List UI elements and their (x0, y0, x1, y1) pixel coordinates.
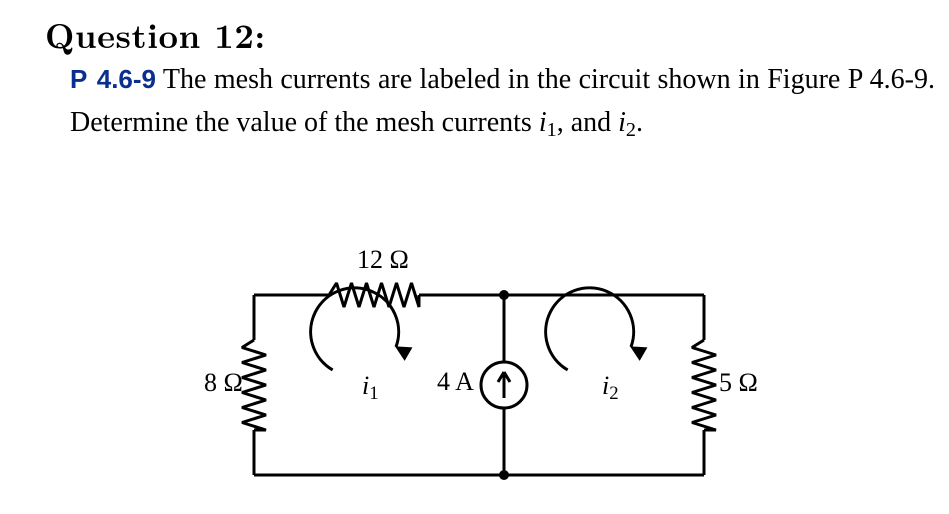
label-i2-sub: 2 (609, 383, 618, 404)
question-heading: Question 12: (45, 10, 266, 59)
label-i1-sub: 1 (369, 383, 378, 404)
variable-i1: i (539, 107, 547, 138)
circuit-svg (194, 240, 759, 500)
label-i1: i1 (362, 371, 379, 401)
label-i2: i2 (602, 371, 619, 401)
variable-i2-sub: 2 (626, 119, 636, 141)
period: . (636, 107, 643, 138)
separator: , and (557, 107, 618, 138)
label-r-top: 12 Ω (357, 245, 409, 275)
problem-text: P 4.6-9 The mesh currents are labeled in… (70, 58, 935, 145)
label-source: 4 A (437, 367, 474, 397)
problem-label: P (70, 64, 89, 94)
problem-number: 4.6-9 (97, 64, 156, 94)
circuit-figure: 12 Ω 8 Ω 5 Ω 4 A i1 i2 (194, 240, 759, 500)
page: Question 12: P 4.6-9 The mesh currents a… (0, 0, 949, 514)
problem-body: The mesh currents are labeled in the cir… (70, 64, 935, 138)
variable-i2: i (618, 107, 626, 138)
label-r-left: 8 Ω (204, 368, 243, 398)
label-r-right: 5 Ω (719, 368, 758, 398)
variable-i1-sub: 1 (547, 119, 557, 141)
